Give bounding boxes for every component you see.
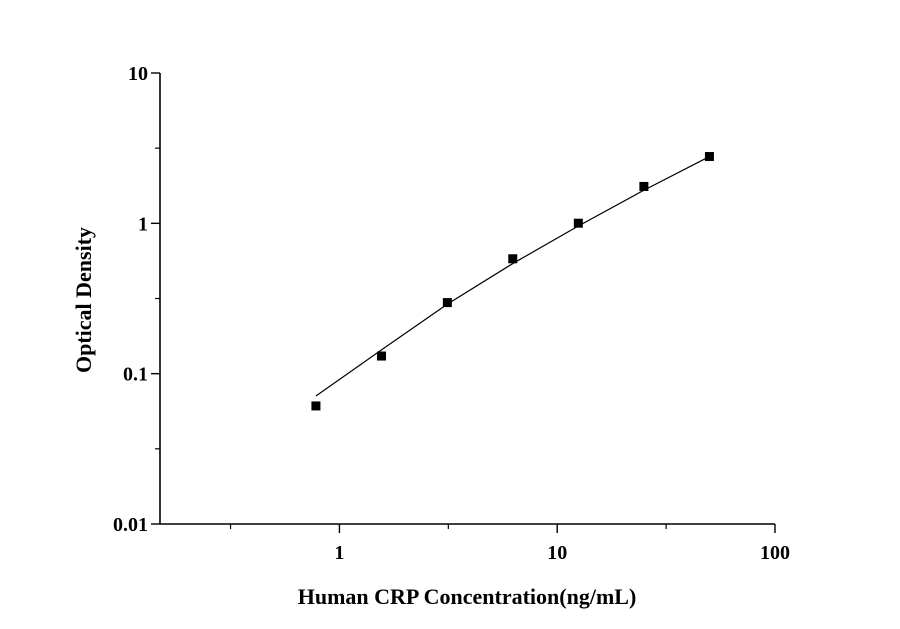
fit-curve: [315, 156, 710, 397]
fit-curve-layer: [315, 156, 710, 397]
axes: [159, 73, 775, 525]
data-point: [639, 181, 649, 191]
data-point: [704, 152, 714, 162]
x-axis-title: Human CRP Concentration(ng/mL): [298, 584, 637, 609]
y-axis-title: Optical Density: [71, 227, 96, 373]
x-tick-label: 10: [547, 542, 567, 564]
data-points-layer: [311, 152, 714, 411]
y-tick-label: 10: [128, 63, 148, 85]
x-tick-label: 1: [334, 542, 344, 564]
x-tick-label: 100: [760, 542, 790, 564]
data-point: [442, 298, 452, 308]
y-tick-label: 1: [138, 213, 148, 235]
y-tick-label: 0.1: [123, 364, 148, 386]
data-point: [311, 401, 321, 411]
data-point: [508, 254, 518, 264]
data-point: [573, 218, 583, 228]
ticks: 0.01 0.1 1 10 1 10 100: [113, 63, 790, 564]
data-point: [376, 351, 386, 361]
y-tick-label: 0.01: [113, 514, 148, 536]
